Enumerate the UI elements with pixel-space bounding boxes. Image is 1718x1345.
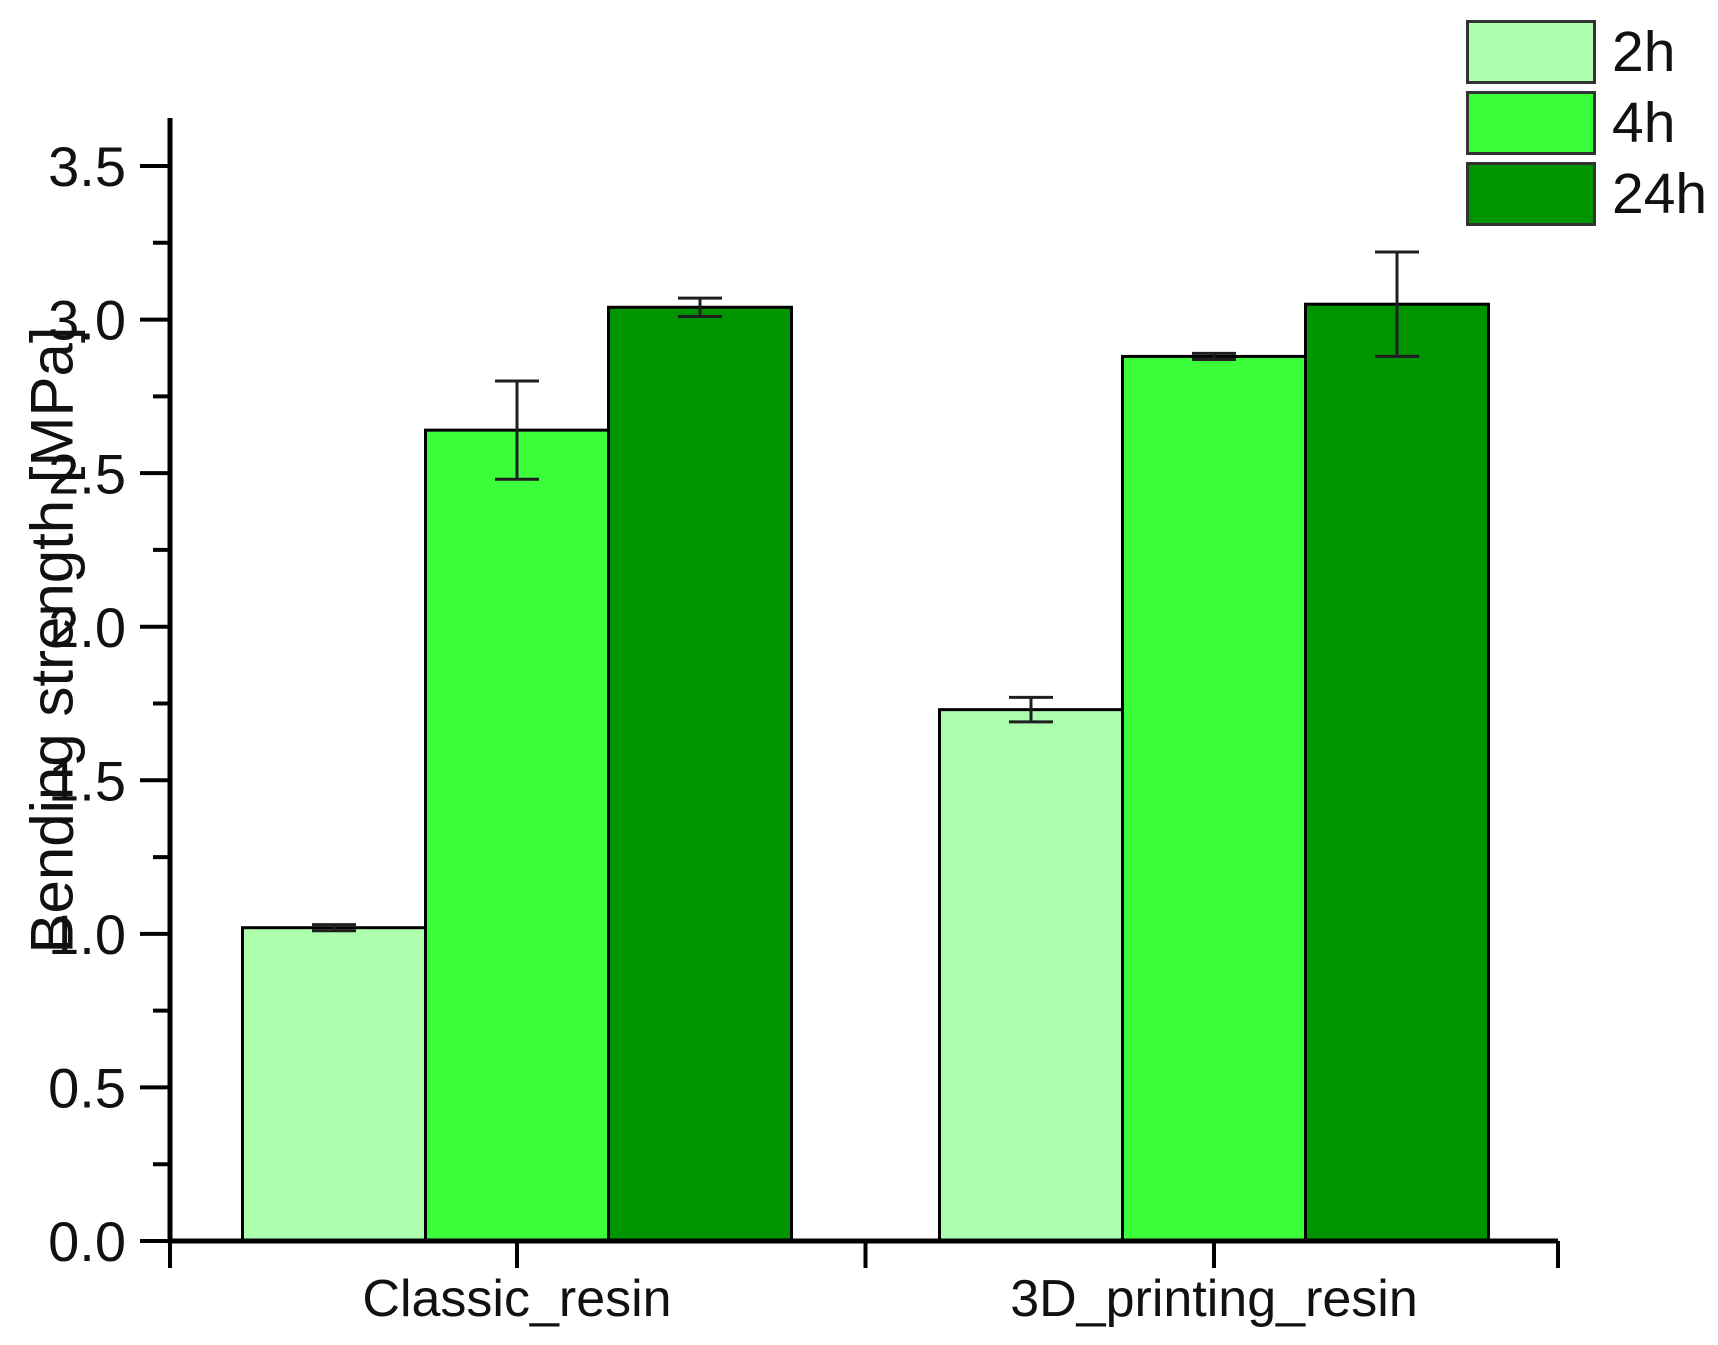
- y-tick-label: 3.0: [48, 289, 126, 352]
- legend-item-24h: 24h: [1466, 162, 1707, 226]
- bar-3d_printing_resin-2h: [938, 708, 1124, 1243]
- category-label-3d_printing_resin: 3D_printing_resin: [1010, 1270, 1418, 1328]
- legend: 2h 4h 24h: [1466, 20, 1707, 226]
- y-tick-label: 0.5: [48, 1057, 126, 1120]
- y-tick-label: 2.5: [48, 442, 126, 505]
- legend-swatch-24h: [1466, 162, 1596, 226]
- y-tick-label: 2.0: [48, 596, 126, 659]
- legend-label: 24h: [1612, 161, 1708, 226]
- bar-classic_resin-24h: [607, 305, 793, 1243]
- bar-3d_printing_resin-24h: [1304, 302, 1490, 1243]
- y-axis-title: Bending strength [MPa]: [18, 326, 86, 954]
- legend-item-2h: 2h: [1466, 20, 1707, 84]
- legend-label: 4h: [1612, 90, 1676, 155]
- y-tick-label: 1.5: [48, 749, 126, 812]
- legend-swatch-4h: [1466, 91, 1596, 155]
- y-tick-label: 1.0: [48, 903, 126, 966]
- legend-item-4h: 4h: [1466, 91, 1707, 155]
- legend-label: 2h: [1612, 19, 1676, 84]
- bar-classic_resin-4h: [424, 428, 610, 1243]
- legend-swatch-2h: [1466, 20, 1596, 84]
- y-tick-label: 0.0: [48, 1210, 126, 1273]
- category-label-classic_resin: Classic_resin: [362, 1270, 671, 1328]
- bar-classic_resin-2h: [241, 926, 427, 1243]
- bar-3d_printing_resin-4h: [1121, 354, 1307, 1243]
- y-tick-label: 3.5: [48, 135, 126, 198]
